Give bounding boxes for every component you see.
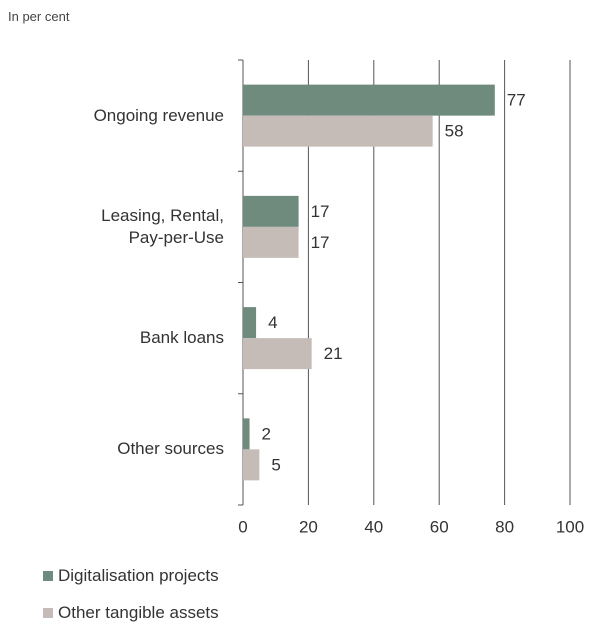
bar: [243, 84, 495, 116]
value-label: 4: [268, 313, 277, 332]
bar: [243, 449, 260, 481]
bar: [243, 307, 257, 339]
value-label: 5: [271, 455, 280, 474]
category-label: Other sources: [117, 439, 224, 459]
bar: [243, 195, 299, 227]
legend-item: Other tangible assets: [43, 603, 219, 623]
value-label: 17: [311, 202, 330, 221]
x-tick-label: 0: [238, 517, 247, 536]
bar: [243, 418, 250, 450]
x-tick-label: 100: [556, 517, 584, 536]
bar: [243, 115, 433, 147]
bar: [243, 226, 299, 258]
x-tick-label: 20: [299, 517, 318, 536]
bar: [243, 338, 312, 370]
x-tick-label: 40: [364, 517, 383, 536]
x-tick-label: 60: [430, 517, 449, 536]
unit-label: In per cent: [8, 9, 70, 24]
category-label: Bank loans: [139, 328, 224, 348]
legend-swatch: [43, 608, 53, 618]
value-label: 77: [507, 91, 526, 110]
value-label: 21: [324, 344, 343, 363]
legend-label: Digitalisation projects: [58, 566, 219, 585]
category-label: Leasing, Rental, Pay-per-Use: [101, 205, 224, 247]
legend-label: Other tangible assets: [58, 603, 219, 622]
value-label: 17: [311, 233, 330, 252]
legend-swatch: [43, 571, 53, 581]
category-label: Ongoing revenue: [93, 105, 224, 125]
x-tick-label: 80: [495, 517, 514, 536]
legend-item: Digitalisation projects: [43, 566, 219, 586]
value-label: 2: [262, 424, 271, 443]
value-label: 58: [445, 122, 464, 141]
